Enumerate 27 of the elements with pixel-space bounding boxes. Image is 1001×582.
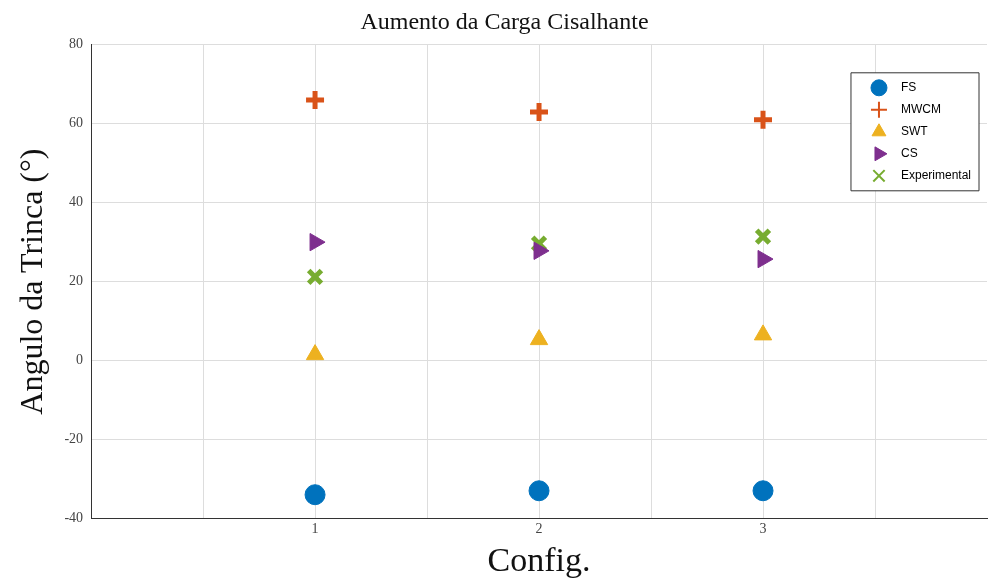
point (306, 268, 324, 286)
point (751, 108, 775, 132)
y-tick-label: -40 (64, 510, 84, 526)
y-tick-label: 0 (76, 352, 84, 368)
legend-label: CS (900, 146, 918, 161)
point (303, 88, 327, 112)
point (530, 234, 548, 253)
y-tick-label: 60 (69, 115, 84, 131)
y-axis-title: Angulo da Trinca (°) (12, 148, 49, 415)
x-tick-label: 1 (311, 521, 319, 537)
point (528, 480, 550, 502)
x-tick-label: 2 (535, 521, 543, 537)
legend-label: MWCM (900, 102, 941, 117)
legend-label: SWT (900, 124, 929, 139)
x-axis-title: Config. (487, 540, 591, 578)
point (754, 227, 772, 246)
y-tick-label: 20 (69, 273, 84, 289)
x-tick-label: 3 (759, 521, 767, 537)
y-tick-label: 40 (69, 194, 84, 210)
y-tick-label: 80 (69, 36, 84, 52)
point (304, 484, 326, 506)
legend-label: Experimental (900, 168, 971, 183)
legend-label: FS (900, 80, 917, 95)
chart-title: Aumento da Carga Cisalhante (360, 7, 649, 34)
point (752, 480, 774, 502)
point (527, 100, 551, 124)
y-tick-label: -20 (64, 431, 84, 447)
